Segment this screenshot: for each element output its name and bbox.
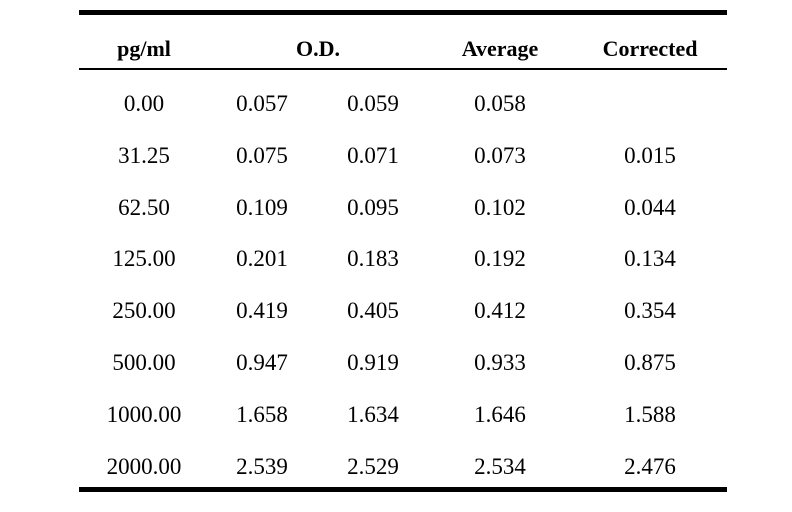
cell-corrected: 0.134 [624,246,676,271]
table-row: 31.25 0.075 0.071 0.073 0.015 [79,141,727,171]
cell-od-1: 0.075 [236,143,288,168]
table-top-rule [79,10,727,15]
header-average: Average [461,36,539,61]
cell-od-2: 0.405 [347,298,399,323]
cell-od-1: 0.109 [236,195,288,220]
cell-average: 0.102 [474,195,526,220]
cell-pgml: 62.50 [118,195,170,220]
cell-average: 0.412 [474,298,526,323]
cell-corrected: 0.015 [624,143,676,168]
cell-pgml: 0.00 [123,91,165,116]
cell-pgml: 500.00 [112,350,176,375]
cell-od-1: 0.201 [236,246,288,271]
cell-average: 0.073 [474,143,526,168]
cell-corrected: 0.875 [624,350,676,375]
cell-pgml: 31.25 [118,143,170,168]
cell-od-1: 0.419 [236,298,288,323]
header-corrected: Corrected [602,36,698,61]
cell-pgml: 250.00 [112,298,176,323]
cell-pgml: 1000.00 [106,402,182,427]
table-header-rule [79,68,727,70]
table-row: 2000.00 2.539 2.529 2.534 2.476 [79,452,727,482]
cell-od-1: 0.057 [236,91,288,116]
table-row: 62.50 0.109 0.095 0.102 0.044 [79,193,727,223]
cell-average: 0.192 [474,246,526,271]
table-row: 250.00 0.419 0.405 0.412 0.354 [79,296,727,326]
table-row: 0.00 0.057 0.059 0.058 [79,89,727,119]
table-row: 500.00 0.947 0.919 0.933 0.875 [79,348,727,378]
cell-od-1: 2.539 [236,454,288,479]
cell-od-2: 2.529 [347,454,399,479]
header-od: O.D. [296,36,340,61]
header-pgml: pg/ml [117,36,171,61]
cell-od-2: 0.095 [347,195,399,220]
cell-od-1: 1.658 [236,402,288,427]
cell-od-2: 1.634 [347,402,399,427]
cell-average: 0.933 [474,350,526,375]
cell-pgml: 2000.00 [106,454,182,479]
table-bottom-rule [79,487,727,492]
cell-average: 2.534 [474,454,526,479]
cell-average: 0.058 [474,91,526,116]
standard-curve-table: pg/ml O.D. Average Corrected 0.00 0.057 … [79,10,727,495]
cell-od-2: 0.059 [347,91,399,116]
cell-average: 1.646 [474,402,526,427]
cell-od-2: 0.071 [347,143,399,168]
cell-corrected: 0.044 [624,195,676,220]
table-row: 1000.00 1.658 1.634 1.646 1.588 [79,400,727,430]
cell-corrected: 0.354 [624,298,676,323]
cell-pgml: 125.00 [112,246,176,271]
cell-od-2: 0.919 [347,350,399,375]
cell-corrected: 1.588 [624,402,676,427]
cell-od-2: 0.183 [347,246,399,271]
cell-od-1: 0.947 [236,350,288,375]
table-row: 125.00 0.201 0.183 0.192 0.134 [79,244,727,274]
cell-corrected: 2.476 [624,454,676,479]
